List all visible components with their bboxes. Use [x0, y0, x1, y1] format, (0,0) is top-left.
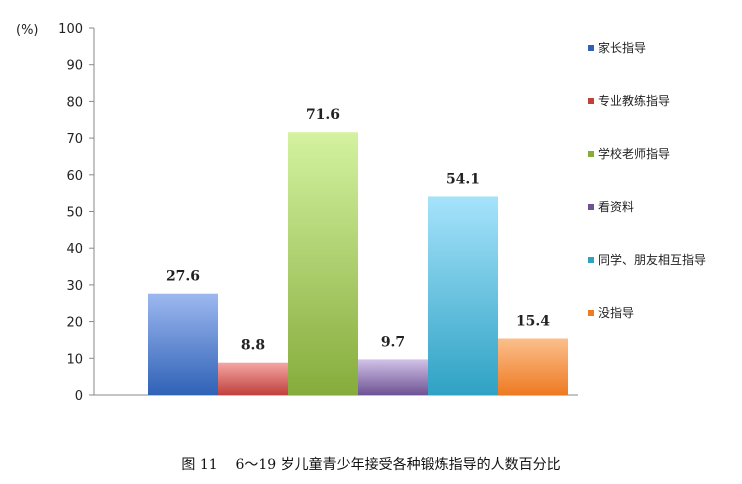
data-label: 54.1 [446, 171, 480, 187]
data-label: 27.6 [166, 269, 200, 285]
bars [148, 132, 568, 395]
legend-label: 同学、朋友相互指导 [598, 252, 706, 267]
legend-label: 看资料 [598, 200, 634, 214]
figure-caption: 图 11 6～19 岁儿童青少年接受各种锻炼指导的人数百分比 [181, 457, 561, 473]
y-tick-label: 30 [66, 279, 83, 294]
bar-chart: (%) 0 10 20 30 40 50 60 70 80 90 100 27.6 8.8 71.6 9.… [16, 22, 706, 404]
legend-label: 没指导 [598, 305, 634, 320]
y-axis-unit-label: (%) [16, 23, 39, 38]
bar [218, 362, 288, 395]
y-tick-label: 100 [58, 22, 83, 37]
y-tick-label: 40 [66, 242, 83, 257]
y-axis: 0 10 20 30 40 50 60 70 80 90 100 [58, 22, 578, 404]
y-tick-label: 90 [66, 59, 83, 74]
y-tick-label: 70 [66, 132, 83, 147]
bar [148, 293, 218, 395]
bar [358, 359, 428, 395]
y-tick-label: 50 [66, 206, 83, 221]
bar [428, 196, 498, 395]
y-tick-label: 0 [75, 389, 83, 404]
legend-swatch [588, 204, 594, 210]
legend-swatch [588, 45, 594, 51]
data-labels: 27.6 8.8 71.6 9.7 54.1 15.4 [166, 107, 550, 353]
legend-swatch [588, 98, 594, 104]
legend-label: 学校老师指导 [598, 146, 670, 161]
y-tick-label: 20 [66, 316, 83, 331]
data-label: 9.7 [381, 334, 405, 350]
legend-label: 专业教练指导 [598, 93, 670, 108]
bar [498, 338, 568, 395]
legend-swatch [588, 310, 594, 316]
legend-swatch [588, 151, 594, 157]
legend-swatch [588, 257, 594, 263]
y-tick-label: 10 [66, 352, 83, 367]
data-label: 15.4 [516, 313, 550, 329]
data-label: 71.6 [306, 107, 340, 123]
bar [288, 132, 358, 395]
data-label: 8.8 [241, 338, 265, 354]
y-tick-label: 60 [66, 169, 83, 184]
y-tick-label: 80 [66, 95, 83, 110]
legend-label: 家长指导 [598, 40, 646, 55]
